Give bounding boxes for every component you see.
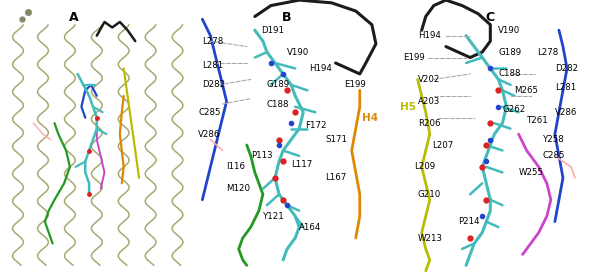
Text: A203: A203 bbox=[418, 97, 440, 106]
Text: L117: L117 bbox=[291, 160, 313, 169]
Text: G210: G210 bbox=[418, 190, 441, 199]
Text: C: C bbox=[486, 11, 495, 24]
Text: H5: H5 bbox=[400, 102, 416, 112]
Text: S171: S171 bbox=[325, 135, 347, 144]
Text: C285: C285 bbox=[199, 108, 221, 117]
Text: E199: E199 bbox=[344, 80, 365, 89]
Text: L209: L209 bbox=[413, 162, 435, 171]
Text: W255: W255 bbox=[518, 168, 544, 177]
Text: Y258: Y258 bbox=[543, 135, 565, 144]
Text: L278: L278 bbox=[537, 48, 558, 57]
Text: D282: D282 bbox=[555, 64, 578, 73]
Text: G189: G189 bbox=[499, 48, 521, 57]
Text: T261: T261 bbox=[527, 116, 548, 125]
Text: L207: L207 bbox=[432, 140, 453, 150]
Text: V190: V190 bbox=[499, 26, 521, 35]
Text: M120: M120 bbox=[227, 184, 251, 193]
Text: V190: V190 bbox=[287, 48, 310, 57]
Text: C188: C188 bbox=[499, 70, 521, 78]
Text: R206: R206 bbox=[418, 119, 440, 128]
Text: Y121: Y121 bbox=[263, 212, 284, 221]
Text: B: B bbox=[283, 11, 292, 24]
Text: V286: V286 bbox=[555, 108, 577, 117]
Text: E199: E199 bbox=[404, 53, 425, 62]
Text: C285: C285 bbox=[543, 152, 565, 160]
Text: H194: H194 bbox=[418, 31, 440, 40]
Text: D191: D191 bbox=[261, 26, 284, 35]
Text: C188: C188 bbox=[267, 99, 289, 109]
Text: P214: P214 bbox=[458, 217, 479, 226]
Text: W213: W213 bbox=[418, 234, 443, 243]
Text: A: A bbox=[69, 11, 79, 24]
Text: G189: G189 bbox=[267, 80, 290, 89]
Text: L167: L167 bbox=[325, 173, 347, 182]
Text: G262: G262 bbox=[502, 105, 526, 114]
Text: V202: V202 bbox=[418, 75, 440, 84]
Text: A164: A164 bbox=[299, 223, 322, 232]
Text: F172: F172 bbox=[305, 121, 327, 130]
Text: P113: P113 bbox=[251, 152, 272, 160]
Text: I116: I116 bbox=[227, 162, 245, 171]
Text: L281: L281 bbox=[202, 61, 224, 70]
Text: H194: H194 bbox=[310, 64, 332, 73]
Text: D282: D282 bbox=[202, 80, 226, 89]
Text: V286: V286 bbox=[199, 130, 221, 138]
Text: L278: L278 bbox=[202, 37, 224, 46]
Text: L281: L281 bbox=[555, 83, 576, 92]
Text: M265: M265 bbox=[515, 86, 539, 95]
Text: H4: H4 bbox=[362, 113, 378, 123]
